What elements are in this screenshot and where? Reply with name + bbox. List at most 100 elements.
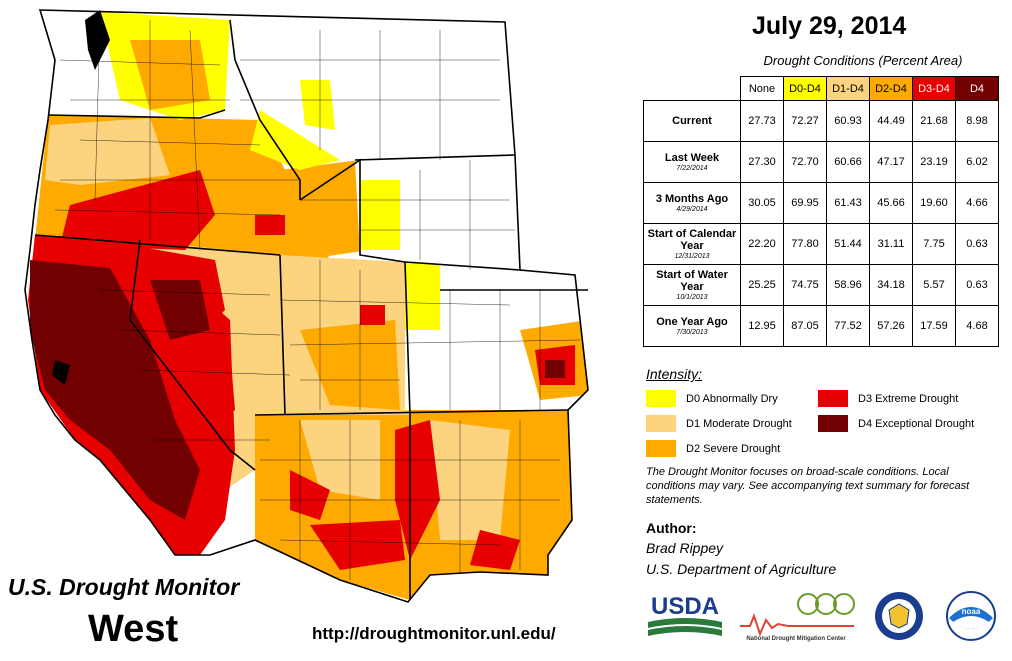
table-cell: 58.96 bbox=[826, 264, 870, 306]
table-row: 3 Months Ago 4/29/2014 30.05 69.95 61.43 45.6… bbox=[643, 182, 999, 224]
legend-item-d1: D1 Moderate Drought bbox=[646, 415, 792, 432]
table-cell: 77.52 bbox=[826, 305, 870, 347]
table-cell: 30.05 bbox=[740, 182, 784, 224]
usda-logo-text: USDA bbox=[651, 593, 719, 620]
table-cell: 31.11 bbox=[869, 223, 913, 265]
table-cell: 77.80 bbox=[783, 223, 827, 265]
site-url-link[interactable]: http://droughtmonitor.unl.edu/ bbox=[312, 624, 556, 643]
table-cell: 60.93 bbox=[826, 100, 870, 142]
ndmc-logo-text: National Drought Mitigation Center bbox=[746, 636, 846, 642]
drought-stats-table: None D0-D4 D1-D4 D2-D4 D3-D4 D4 Current 2… bbox=[643, 76, 999, 347]
row-label-date: 4/29/2014 bbox=[676, 205, 708, 213]
table-caption: Drought Conditions (Percent Area) bbox=[763, 53, 963, 68]
legend-item-d3: D3 Extreme Drought bbox=[818, 390, 958, 407]
row-label-text: Current bbox=[672, 115, 712, 127]
table-cell: 27.73 bbox=[740, 100, 784, 142]
row-label: Start of Water Year 10/1/2013 bbox=[643, 264, 741, 306]
col-header-d1-d4: D1-D4 bbox=[826, 76, 870, 101]
legend-swatch-d1 bbox=[646, 415, 676, 432]
table-cell: 6.02 bbox=[955, 141, 999, 183]
col-header-d4: D4 bbox=[955, 76, 999, 101]
table-row: Current 27.73 72.27 60.93 44.49 21.68 8.98 bbox=[643, 100, 999, 142]
legend-label-d4: D4 Exceptional Drought bbox=[858, 417, 975, 430]
legend-label-d2: D2 Severe Drought bbox=[686, 442, 781, 455]
author-org: U.S. Department of Agriculture bbox=[646, 561, 837, 577]
table-cell: 69.95 bbox=[783, 182, 827, 224]
col-header-d0-d4: D0-D4 bbox=[783, 76, 827, 101]
table-row: Start of Water Year 10/1/2013 25.25 74.75 58… bbox=[643, 264, 999, 306]
legend-label-d0: D0 Abnormally Dry bbox=[686, 392, 778, 405]
legend-swatch-d2 bbox=[646, 440, 676, 457]
row-label-text: Start of Calendar Year bbox=[647, 227, 737, 252]
table-cell: 19.60 bbox=[912, 182, 956, 224]
table-cell: 72.70 bbox=[783, 141, 827, 183]
table-cell: 5.57 bbox=[912, 264, 956, 306]
table-row: Start of Calendar Year 12/31/2013 22.20 77.… bbox=[643, 223, 999, 265]
map-date: July 29, 2014 bbox=[752, 12, 907, 40]
table-cell: 23.19 bbox=[912, 141, 956, 183]
doc-seal-logo bbox=[875, 592, 923, 640]
row-label-text: One Year Ago bbox=[656, 315, 728, 328]
row-label: One Year Ago 7/30/2013 bbox=[643, 305, 741, 347]
table-cell: 4.66 bbox=[955, 182, 999, 224]
ndmc-logo: National Drought Mitigation Center bbox=[740, 593, 855, 642]
drought-map bbox=[24, 9, 589, 603]
table-cell: 87.05 bbox=[783, 305, 827, 347]
row-label-date: 7/22/2014 bbox=[676, 164, 708, 172]
legend-swatch-d4 bbox=[818, 415, 848, 432]
row-label-date: 7/30/2013 bbox=[676, 328, 708, 336]
col-header-d2-d4: D2-D4 bbox=[869, 76, 913, 101]
row-label-text: Last Week bbox=[664, 151, 720, 164]
row-label: Start of Calendar Year 12/31/2013 bbox=[643, 223, 741, 265]
table-cell: 57.26 bbox=[869, 305, 913, 347]
legend-swatch-d0 bbox=[646, 390, 676, 407]
noaa-logo-text: noaa bbox=[962, 607, 981, 616]
table-cell: 0.63 bbox=[955, 264, 999, 306]
legend-item-d4: D4 Exceptional Drought bbox=[818, 415, 974, 432]
author-heading: Author: bbox=[646, 520, 697, 536]
table-row: Last Week 7/22/2014 27.30 72.70 60.66 47.17 23… bbox=[643, 141, 999, 183]
table-cell: 61.43 bbox=[826, 182, 870, 224]
legend-swatch-d3 bbox=[818, 390, 848, 407]
table-cell: 51.44 bbox=[826, 223, 870, 265]
legend-title: Intensity: bbox=[646, 366, 703, 382]
table-cell: 34.18 bbox=[869, 264, 913, 306]
table-cell: 22.20 bbox=[740, 223, 784, 265]
state-borders bbox=[24, 9, 589, 603]
row-label: Last Week 7/22/2014 bbox=[643, 141, 741, 183]
row-label-text: 3 Months Ago bbox=[655, 192, 729, 205]
table-cell: 0.63 bbox=[955, 223, 999, 265]
row-label-text: Start of Water Year bbox=[656, 268, 728, 293]
table-cell: 47.17 bbox=[869, 141, 913, 183]
table-cell: 25.25 bbox=[740, 264, 784, 306]
drought-fill bbox=[28, 12, 588, 600]
noaa-logo: noaa bbox=[946, 591, 996, 641]
table-cell: 4.68 bbox=[955, 305, 999, 347]
table-cell: 12.95 bbox=[740, 305, 784, 347]
col-header-none: None bbox=[740, 76, 784, 101]
map-region-title: West bbox=[88, 608, 179, 650]
table-cell: 60.66 bbox=[826, 141, 870, 183]
sf-bay bbox=[52, 360, 70, 385]
table-corner bbox=[644, 77, 741, 101]
row-label: 3 Months Ago 4/29/2014 bbox=[643, 182, 741, 224]
table-cell: 27.30 bbox=[740, 141, 784, 183]
table-row: One Year Ago 7/30/2013 12.95 87.05 77.52 57.2… bbox=[643, 305, 999, 347]
table-cell: 72.27 bbox=[783, 100, 827, 142]
table-cell: 7.75 bbox=[912, 223, 956, 265]
table-cell: 17.59 bbox=[912, 305, 956, 347]
usda-logo: USDA bbox=[648, 593, 722, 636]
row-label-date: 12/31/2013 bbox=[674, 252, 710, 260]
col-header-d3-d4: D3-D4 bbox=[912, 76, 956, 101]
legend-label-d3: D3 Extreme Drought bbox=[858, 392, 959, 405]
legend-label-d1: D1 Moderate Drought bbox=[686, 417, 792, 430]
table-cell: 45.66 bbox=[869, 182, 913, 224]
table-cell: 44.49 bbox=[869, 100, 913, 142]
table-cell: 8.98 bbox=[955, 100, 999, 142]
disclaimer-note: The Drought Monitor focuses on broad-sca… bbox=[646, 466, 970, 506]
table-cell: 21.68 bbox=[912, 100, 956, 142]
row-label: Current bbox=[643, 100, 741, 142]
table-cell: 74.75 bbox=[783, 264, 827, 306]
legend-item-d0: D0 Abnormally Dry bbox=[646, 390, 778, 407]
puget-sound bbox=[85, 10, 110, 70]
